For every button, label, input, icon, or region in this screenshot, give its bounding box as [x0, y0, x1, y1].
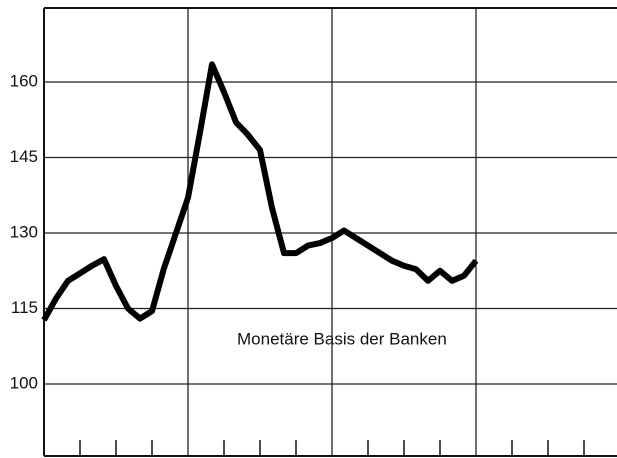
data-line	[41, 61, 479, 322]
y-tick-label: 100	[10, 374, 38, 393]
y-tick-label: 130	[10, 222, 38, 241]
y-tick-label: 160	[10, 71, 38, 90]
y-tick-label: 145	[10, 147, 38, 166]
y-tick-label: 115	[11, 298, 38, 317]
annotation: Monetäre Basis der Banken	[237, 329, 447, 348]
